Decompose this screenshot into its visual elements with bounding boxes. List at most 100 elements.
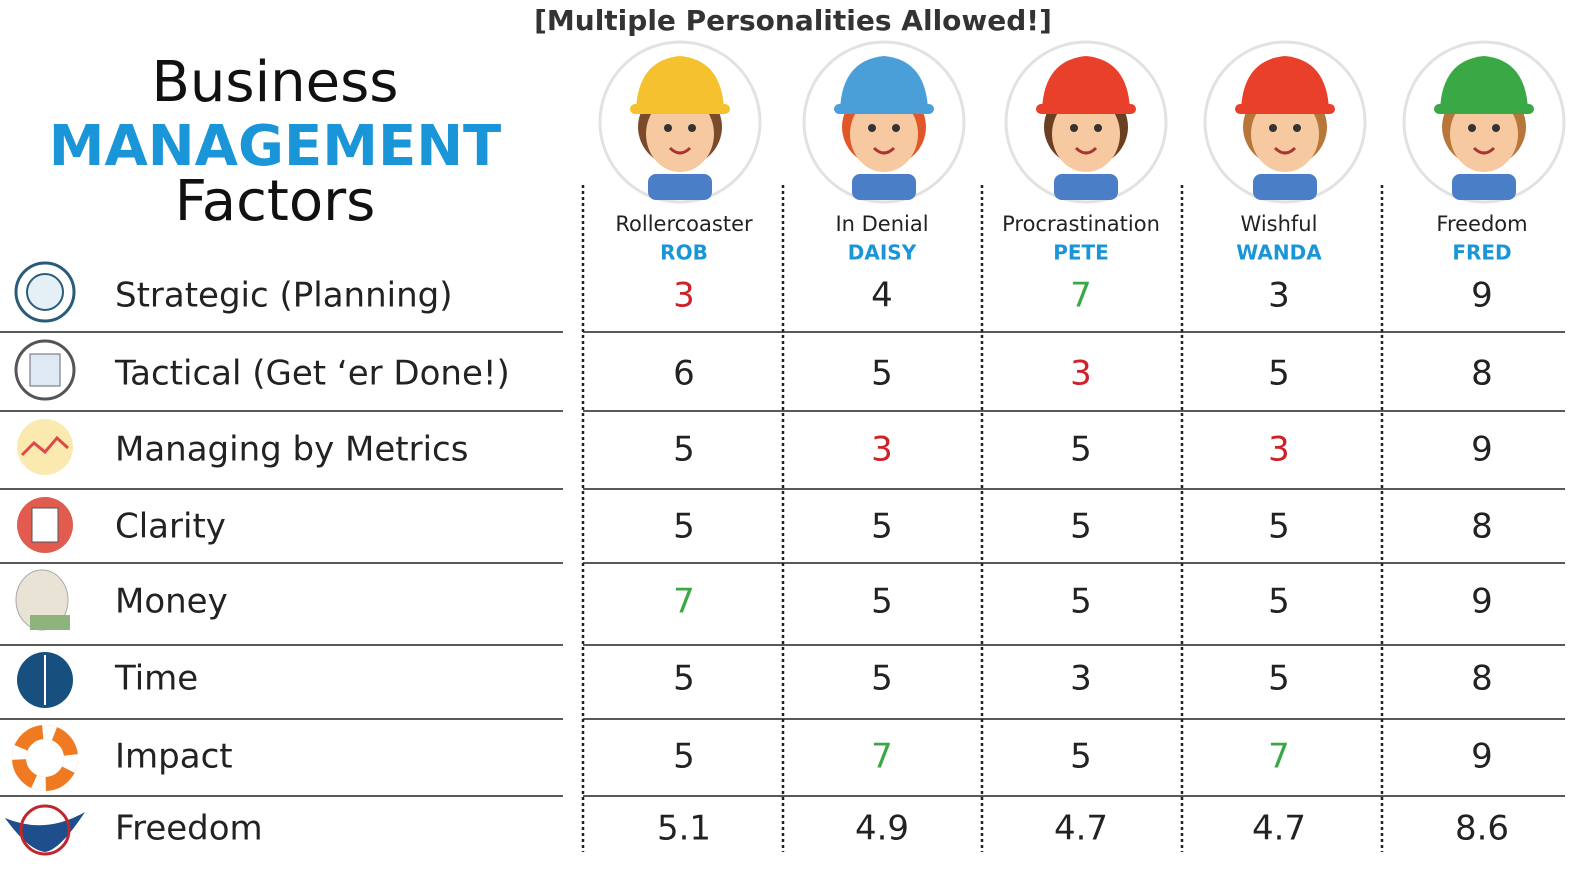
- column-name: ROB: [660, 241, 708, 265]
- row-label: Tactical (Get ‘er Done!): [114, 354, 510, 394]
- cell-value: 5: [673, 507, 695, 547]
- avatar-face: [646, 96, 714, 172]
- avatar-mouth: [1472, 146, 1496, 155]
- column-role: Wishful: [1241, 212, 1318, 236]
- row-label: Managing by Metrics: [115, 430, 468, 470]
- row-label: Clarity: [115, 507, 226, 547]
- row-label: Freedom: [115, 809, 263, 849]
- avatar-hat-brim: [630, 104, 730, 114]
- cell-value: 9: [1471, 430, 1493, 470]
- icon-tactical: [14, 339, 76, 401]
- row-icons: [5, 261, 85, 856]
- cell-value: 4.7: [1252, 809, 1306, 849]
- cell-value: 4.7: [1054, 809, 1108, 849]
- cell-value: 5: [1070, 430, 1092, 470]
- avatar-mouth: [1074, 146, 1098, 155]
- cell-value: 3: [1070, 354, 1092, 394]
- avatar-hat-brim: [834, 104, 934, 114]
- avatar-eye: [892, 124, 900, 132]
- cell-value: 3: [1070, 659, 1092, 699]
- cell-value: 5.1: [657, 809, 711, 849]
- column-name: DAISY: [848, 241, 917, 265]
- cell-value: 4.9: [855, 809, 909, 849]
- cell-value: 3: [871, 430, 893, 470]
- avatar-body: [852, 174, 916, 200]
- avatar-face: [1052, 96, 1120, 172]
- column-name: FRED: [1452, 241, 1511, 265]
- avatar-hat: [840, 56, 928, 110]
- row-label: Money: [115, 582, 228, 622]
- avatar-face: [1450, 96, 1518, 172]
- cell-value: 7: [871, 737, 893, 777]
- cell-value: 8.6: [1455, 809, 1509, 849]
- cell-value: 8: [1471, 659, 1493, 699]
- cell-value: 5: [673, 659, 695, 699]
- column-name: PETE: [1053, 241, 1109, 265]
- avatar-hat: [1440, 56, 1528, 110]
- cell-value: 3: [1268, 430, 1290, 470]
- cell-value: 9: [1471, 737, 1493, 777]
- cell-value: 8: [1471, 354, 1493, 394]
- avatar-hat: [636, 56, 724, 110]
- cell-value: 5: [1268, 659, 1290, 699]
- avatar-eye: [868, 124, 876, 132]
- title-line: Factors: [175, 169, 376, 234]
- row-label: Time: [114, 659, 198, 699]
- cell-value: 7: [1268, 737, 1290, 777]
- column-role: In Denial: [835, 212, 928, 236]
- column-role: Procrastination: [1002, 212, 1160, 236]
- subtitle: [Multiple Personalities Allowed!]: [534, 4, 1052, 37]
- avatar-eye: [1269, 124, 1277, 132]
- avatar-eye: [664, 124, 672, 132]
- column-name: WANDA: [1236, 241, 1322, 265]
- cell-value: 5: [1070, 582, 1092, 622]
- avatar-body: [1253, 174, 1317, 200]
- icon-freedom: [5, 804, 85, 856]
- title-line: Business: [152, 50, 399, 115]
- cell-value: 9: [1471, 276, 1493, 316]
- icon-strategic: [14, 261, 76, 323]
- avatar-mouth: [1273, 146, 1297, 155]
- avatar-eye: [688, 124, 696, 132]
- avatar-face: [850, 96, 918, 172]
- avatar-face: [1251, 96, 1319, 172]
- avatar-hat-brim: [1235, 104, 1335, 114]
- icon-clarity: [17, 497, 73, 553]
- avatar-eye: [1293, 124, 1301, 132]
- avatar-hat-brim: [1434, 104, 1534, 114]
- cell-value: 5: [871, 507, 893, 547]
- avatars: [598, 40, 1566, 204]
- avatar-body: [648, 174, 712, 200]
- cell-value: 5: [673, 737, 695, 777]
- icon-money: [15, 569, 70, 631]
- avatar-mouth: [872, 146, 896, 155]
- cell-value: 5: [1268, 507, 1290, 547]
- cell-value: 7: [1070, 276, 1092, 316]
- cell-value: 5: [871, 582, 893, 622]
- column-role: Rollercoaster: [615, 212, 753, 236]
- avatar-eye: [1094, 124, 1102, 132]
- cell-value: 5: [1268, 354, 1290, 394]
- cell-value: 6: [673, 354, 695, 394]
- avatar-hat: [1241, 56, 1329, 110]
- row-label: Impact: [115, 737, 233, 777]
- title-line: MANAGEMENT: [49, 114, 502, 179]
- cell-value: 9: [1471, 582, 1493, 622]
- cell-value: 5: [1268, 582, 1290, 622]
- avatar-eye: [1468, 124, 1476, 132]
- avatar-eye: [1070, 124, 1078, 132]
- avatar-eye: [1492, 124, 1500, 132]
- cell-value: 5: [1070, 507, 1092, 547]
- cell-value: 5: [871, 659, 893, 699]
- cell-value: 5: [871, 354, 893, 394]
- icon-time: [17, 652, 73, 708]
- avatar-hat-brim: [1036, 104, 1136, 114]
- column-role: Freedom: [1436, 212, 1527, 236]
- cell-value: 4: [871, 276, 893, 316]
- cell-value: 5: [673, 430, 695, 470]
- cell-value: 3: [673, 276, 695, 316]
- avatar-body: [1452, 174, 1516, 200]
- avatar-body: [1054, 174, 1118, 200]
- row-label: Strategic (Planning): [115, 276, 453, 316]
